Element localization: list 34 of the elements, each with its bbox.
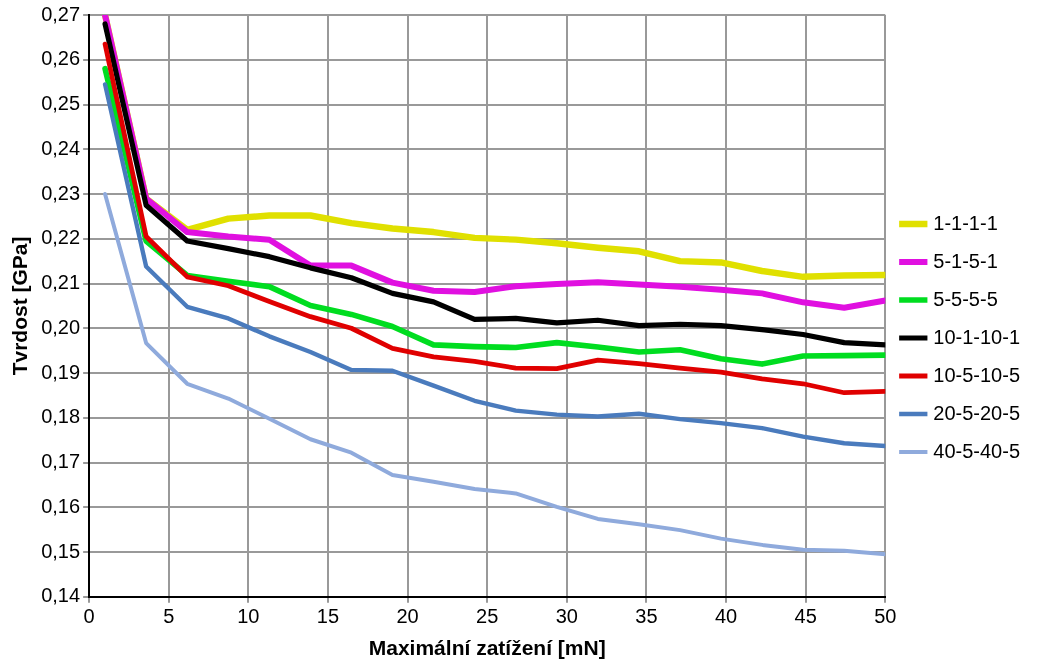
y-axis-title: Tvrdost [GPa]: [8, 236, 32, 376]
legend-label: 5-1-5-1: [933, 249, 998, 272]
y-tick-label: 0,17: [41, 450, 81, 473]
y-tick-label: 0,14: [41, 584, 81, 607]
y-tick-label: 0,15: [41, 539, 81, 562]
y-tick-label: 0,21: [41, 271, 81, 294]
x-tick-label: 15: [316, 605, 340, 628]
y-tick-label: 0,20: [41, 315, 81, 338]
y-tick-label: 0,19: [41, 360, 81, 383]
y-tick-label: 0,26: [41, 47, 81, 70]
legend-label: 10-5-10-5: [933, 363, 1020, 386]
x-tick-label: 20: [396, 605, 419, 628]
y-tick-label: 0,18: [41, 405, 81, 428]
x-axis-title: Maximální zatížení [mN]: [368, 636, 606, 660]
legend-label: 5-5-5-5: [933, 287, 998, 310]
legend-label: 1-1-1-1: [933, 211, 998, 234]
y-tick-label: 0,22: [41, 226, 81, 249]
x-tick-label: 25: [476, 605, 499, 628]
x-tick-label: 0: [83, 605, 95, 628]
y-tick-label: 0,27: [41, 2, 81, 25]
x-tick-label: 50: [874, 605, 897, 628]
x-tick-label: 35: [635, 605, 658, 628]
legend-label: 10-1-10-1: [933, 325, 1020, 348]
x-tick-label: 45: [794, 605, 817, 628]
y-tick-label: 0,23: [41, 181, 81, 204]
y-tick-label: 0,24: [41, 136, 81, 159]
x-tick-label: 30: [555, 605, 578, 628]
x-tick-label: 5: [163, 605, 175, 628]
legend-label: 20-5-20-5: [933, 401, 1020, 424]
y-tick-label: 0,16: [41, 494, 81, 517]
x-tick-label: 10: [237, 605, 260, 628]
y-tick-label: 0,25: [41, 92, 81, 115]
x-tick-label: 40: [714, 605, 738, 628]
legend-label: 40-5-40-5: [933, 439, 1020, 462]
